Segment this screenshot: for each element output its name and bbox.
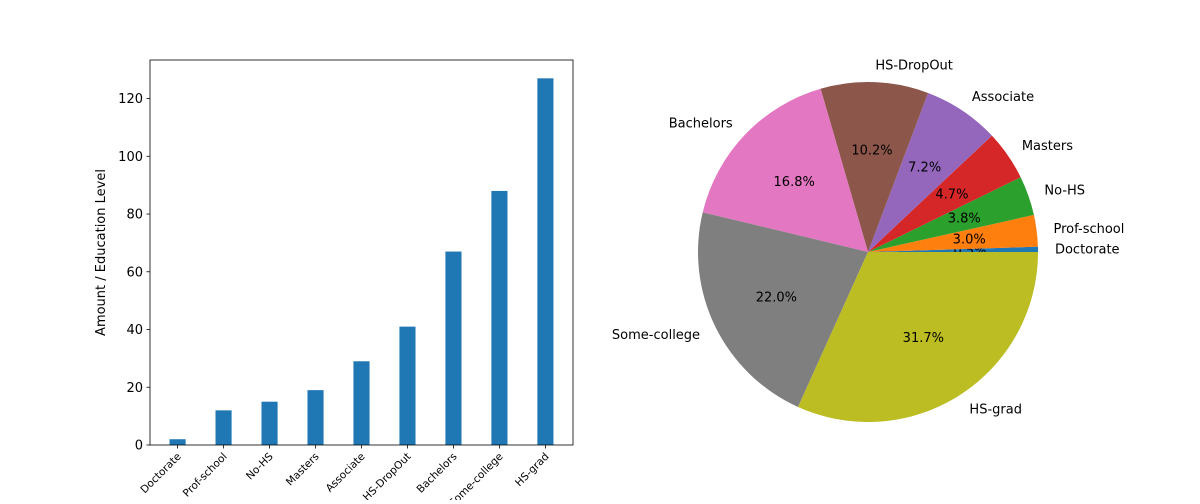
y-tick-label: 120 <box>118 92 143 107</box>
x-tick-label: Doctorate <box>138 451 183 496</box>
pie-label: No-HS <box>1044 184 1085 199</box>
pie-pct-label: 3.8% <box>948 212 981 227</box>
pie-pct-label: 22.0% <box>756 290 797 305</box>
pie-slice-masters <box>868 135 1021 252</box>
x-tick-label: Bachelors <box>415 451 460 496</box>
pie-pct-label: 7.2% <box>908 161 941 176</box>
x-tick-label: Associate <box>324 451 368 495</box>
pie-slice-some-college <box>698 212 868 407</box>
bar-some-college <box>491 190 508 445</box>
pie-slice-hs-dropout <box>820 82 929 253</box>
pie-label: Bachelors <box>669 116 733 131</box>
pie-slice-doctorate <box>868 246 1038 252</box>
y-axis-label: Amount / Education Level <box>94 169 109 336</box>
y-tick-label: 80 <box>126 208 143 223</box>
x-tick-label: Masters <box>284 451 322 489</box>
y-tick-label: 20 <box>126 381 143 396</box>
x-tick-label: Prof-school <box>181 451 230 500</box>
x-tick-label: HS-DropOut <box>361 451 414 500</box>
pie-slice-no-hs <box>868 177 1034 252</box>
bar-associate <box>353 361 370 445</box>
pie-pct-label: 16.8% <box>774 175 815 190</box>
pie-label: Some-college <box>612 328 700 343</box>
bar-bachelors <box>445 251 462 445</box>
pie-slice-bachelors <box>702 88 868 252</box>
pie-label: Associate <box>972 90 1034 105</box>
pie-label: HS-DropOut <box>875 59 953 74</box>
pie-slice-associate <box>868 92 992 252</box>
pie-pct-label: 4.7% <box>935 188 968 203</box>
pie-chart: Doctorate0.5%Prof-school3.0%No-HS3.8%Mas… <box>612 59 1125 423</box>
bar-hs-dropout <box>399 326 416 445</box>
pie-slice-hs-grad <box>798 252 1038 423</box>
bar-hs-grad <box>537 78 554 445</box>
pie-slice-prof-school <box>868 214 1038 252</box>
pie-pct-label: 3.0% <box>953 233 986 248</box>
y-tick-label: 40 <box>126 323 143 338</box>
pie-label: Doctorate <box>1055 243 1120 258</box>
pie-label: Prof-school <box>1054 222 1125 237</box>
pie-pct-label: 31.7% <box>903 331 944 346</box>
x-tick-label: No-HS <box>244 450 276 482</box>
y-tick-label: 60 <box>126 265 143 280</box>
bar-masters <box>307 390 324 445</box>
x-tick-label: HS-grad <box>513 451 551 489</box>
pie-label: Masters <box>1022 139 1073 154</box>
pie-label: HS-grad <box>969 403 1022 418</box>
bar-doctorate <box>169 439 186 445</box>
pie-pct-label: 10.2% <box>851 144 892 159</box>
bar-prof-school <box>215 410 232 445</box>
y-tick-label: 100 <box>118 150 143 165</box>
y-tick-label: 0 <box>135 439 143 454</box>
bar-no-hs <box>261 401 278 445</box>
